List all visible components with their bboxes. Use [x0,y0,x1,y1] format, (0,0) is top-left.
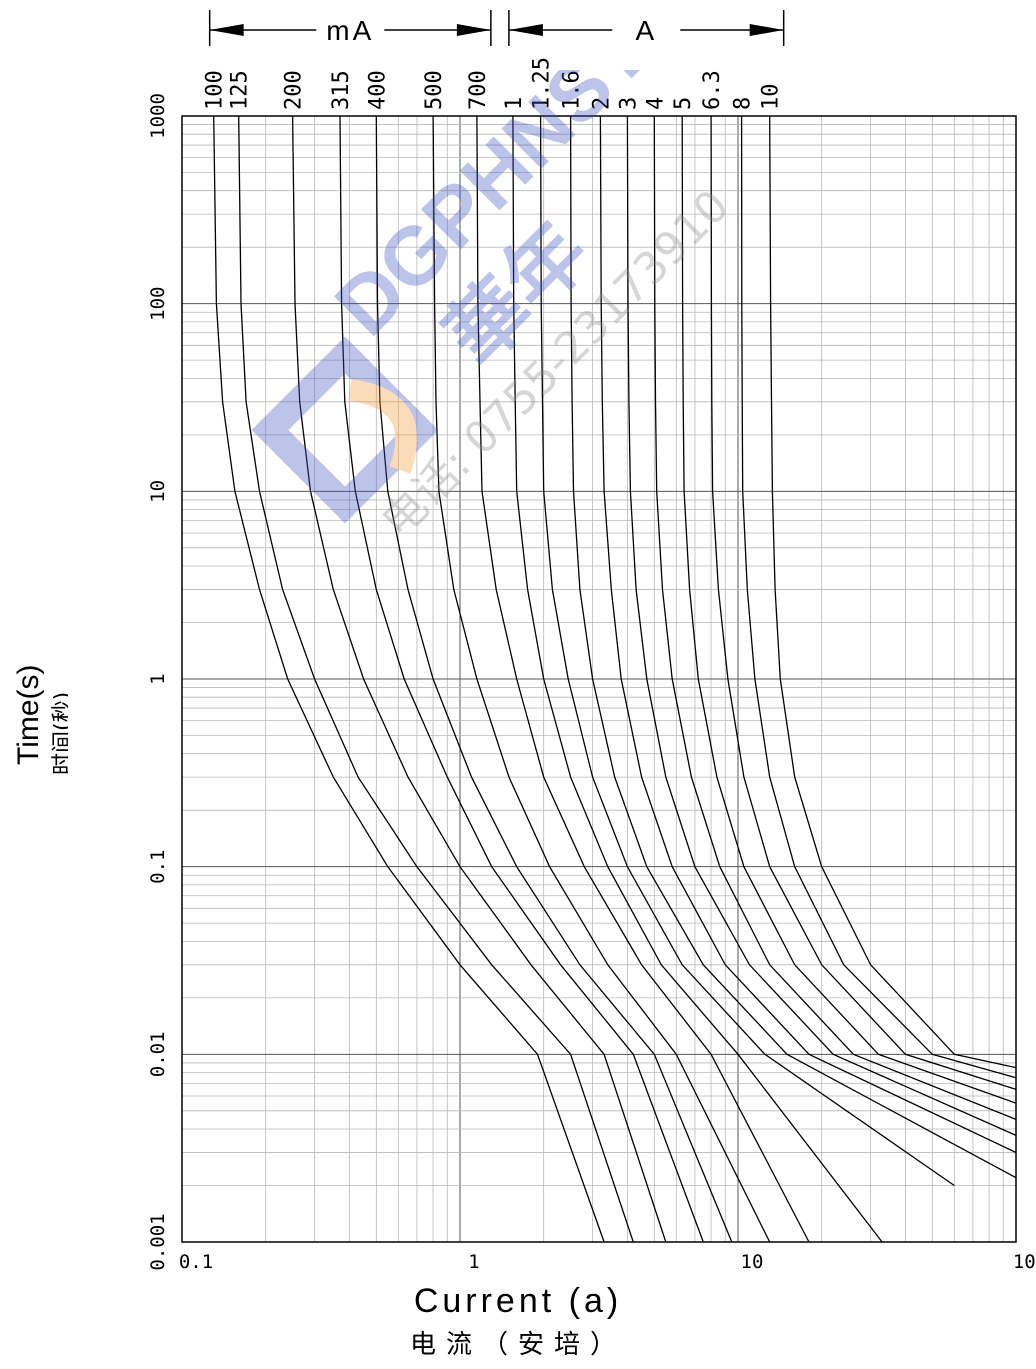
curve-8 [740,115,1017,1079]
curve-series [213,115,1017,1243]
curve-700 [476,115,810,1243]
y-tick-label: 1000 [147,93,169,139]
curve-315 [339,115,704,1243]
series-label: 400 [365,70,390,110]
y-tick-label: 100 [147,287,169,321]
series-label: 5 [671,97,696,110]
curve-1 [512,115,883,1243]
series-label: 6.3 [700,70,725,110]
curve-4 [653,115,1017,1121]
series-label: 1.6 [560,70,585,110]
x-axis-title-cn: 电流（安培） [409,1330,626,1360]
unit-label: A [635,15,657,46]
curve-1.6 [569,115,1017,1179]
curve-1.25 [539,115,955,1187]
curve-200 [291,115,667,1243]
series-label: 500 [422,70,447,110]
series-label: 700 [466,70,491,110]
y-axis-title: Time(s) 时间(秒) [8,560,76,820]
series-labels: 100 125 200 315 400 500 700 1 1.25 1.6 2 3 4 5 6.3 8 10 [203,57,784,110]
curve-3 [626,115,1017,1136]
series-label: 1 [502,97,527,110]
series-label: 4 [643,97,668,110]
x-tick-labels: 0.1 1 10 100 [179,1251,1036,1273]
curve-125 [238,115,634,1243]
curve-400 [375,115,733,1243]
y-tick-label: 10 [147,480,169,503]
x-axis-title-en: Current (a) [413,1282,623,1320]
arrow-right-icon [456,24,491,36]
x-tick-label: 100 [1013,1251,1036,1273]
unit-ranges: mA A [208,10,785,46]
y-axis-title-en: Time(s) [12,664,45,765]
series-label: 125 [228,70,253,110]
series-label: 200 [282,70,307,110]
series-label: 8 [731,97,756,110]
curve-10 [769,115,1017,1069]
y-axis-title-cn: 时间(秒) [51,692,68,775]
x-tick-label: 1 [468,1251,479,1273]
curve-500 [432,115,771,1243]
curve-2 [599,115,1017,1154]
y-tick-label: 0.1 [147,850,169,884]
series-label: 10 [759,84,784,111]
curve-6.3 [710,115,1017,1091]
series-label: 100 [203,70,228,110]
curve-5 [681,115,1017,1104]
unit-label: mA [326,15,374,46]
grid-lines [181,116,1016,1243]
plot-frame [181,115,1017,1243]
arrow-left-icon [508,24,543,36]
y-tick-label: 1 [147,673,169,684]
series-label: 315 [329,70,354,110]
series-label: 3 [616,97,641,110]
y-tick-label: 0.01 [147,1031,169,1077]
x-tick-label: 0.1 [179,1251,213,1273]
arrow-left-icon [209,24,244,36]
series-label: 2 [589,97,614,110]
curve-100 [213,115,605,1243]
x-tick-label: 10 [741,1251,764,1273]
y-tick-labels: 0.001 0.01 0.1 1 10 100 1000 [147,93,169,1270]
y-tick-label: 0.001 [147,1213,169,1270]
arrow-right-icon [749,24,784,36]
series-label: 1.25 [530,57,555,110]
